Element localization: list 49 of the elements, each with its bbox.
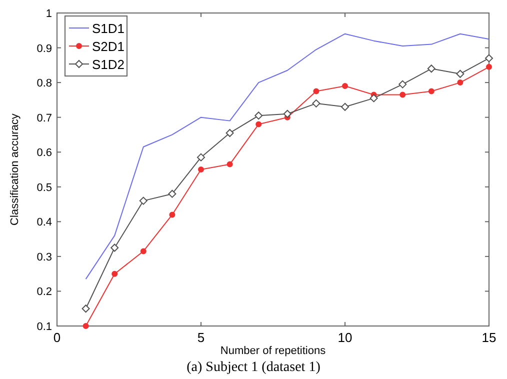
- point: [400, 92, 406, 98]
- x-tick-label: 5: [197, 330, 205, 345]
- point: [457, 80, 464, 86]
- x-tick-label: 0: [53, 330, 61, 345]
- point: [82, 304, 90, 313]
- point: [485, 54, 493, 62]
- point: [256, 121, 262, 128]
- point: [312, 99, 320, 108]
- point: [254, 112, 263, 120]
- y-tick-label: 0.6: [36, 147, 52, 160]
- line-series: [85, 33, 490, 280]
- point: [169, 212, 176, 218]
- point: [341, 102, 349, 111]
- y-tick-label: 1: [46, 8, 52, 20]
- y-axis-title: Classification accuracy: [9, 113, 21, 226]
- y-tick-label: 0.1: [36, 321, 52, 333]
- point: [110, 244, 119, 252]
- x-tick-label: 15: [482, 330, 496, 345]
- point: [197, 153, 205, 162]
- y-tick-label: 0.8: [36, 78, 52, 90]
- text: (a) Subject 1 (dataset 1): [186, 360, 321, 375]
- y-tick-label: 0.5: [36, 182, 52, 194]
- point: [428, 88, 434, 94]
- y-tick-label: 0.9: [36, 42, 52, 55]
- point: [168, 190, 176, 198]
- y-tick-label: 0.7: [36, 112, 52, 124]
- legend-label: S1D1: [92, 21, 125, 36]
- point: [82, 323, 89, 329]
- point: [140, 248, 146, 254]
- legend-label: S1D2: [92, 57, 125, 72]
- point: [226, 161, 233, 168]
- point: [427, 64, 436, 73]
- y-tick-label: 0.2: [36, 286, 52, 298]
- point: [139, 196, 148, 205]
- point: [370, 94, 378, 102]
- point: [456, 70, 464, 78]
- x-tick-label: 10: [338, 330, 352, 345]
- point: [313, 88, 320, 94]
- x-axis-title: Number of repetitions: [220, 345, 326, 357]
- point: [112, 270, 118, 277]
- y-tick-label: 0.4: [36, 216, 52, 229]
- point: [226, 128, 234, 137]
- legend-label: S2D1: [92, 39, 125, 54]
- point: [486, 64, 492, 70]
- point: [342, 83, 348, 90]
- point: [198, 166, 204, 172]
- point: [398, 80, 407, 88]
- y-tick-label: 0.3: [36, 251, 52, 264]
- point: [283, 110, 292, 118]
